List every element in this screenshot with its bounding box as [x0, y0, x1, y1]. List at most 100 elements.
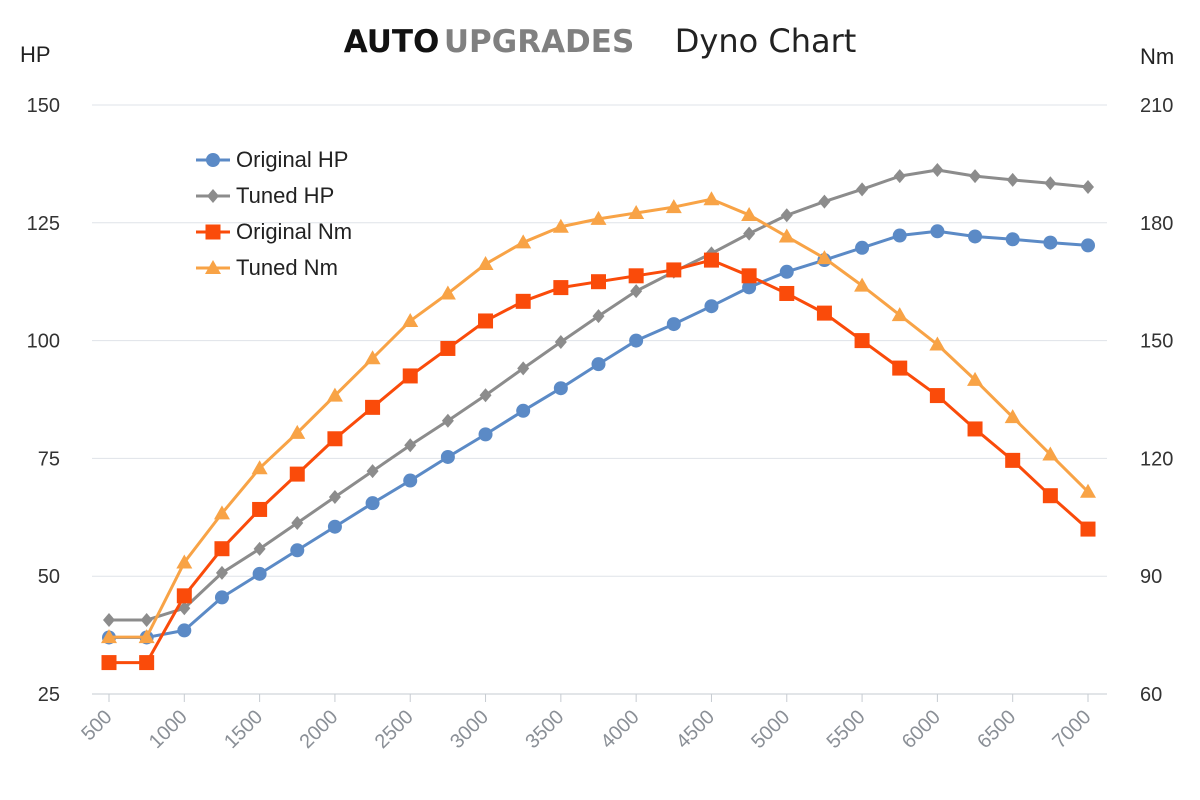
x-tick-label: 5500: [823, 706, 870, 753]
data-point-tuned-hp: [253, 541, 266, 556]
data-point-original-hp: [892, 228, 907, 243]
x-tick-label: 1000: [145, 706, 192, 753]
y-right-tick-label: 150: [1140, 331, 1173, 353]
x-tick-label: 6500: [973, 706, 1020, 753]
legend-marker-original-hp: [196, 153, 230, 167]
data-point-original-nm: [591, 274, 606, 290]
data-point-original-nm: [440, 340, 456, 356]
left-axis-unit: HP: [20, 42, 51, 67]
y-left-tick-label: 125: [27, 213, 60, 235]
data-point-tuned-nm: [703, 191, 720, 206]
legend-item-tuned-nm: Tuned Nm: [196, 250, 352, 286]
data-point-tuned-nm: [402, 312, 419, 327]
data-point-tuned-hp: [780, 208, 793, 223]
data-point-tuned-hp: [969, 169, 982, 184]
legend-item-tuned-hp: Tuned HP: [196, 178, 352, 214]
data-point-original-hp: [403, 473, 418, 488]
data-point-original-hp: [1043, 235, 1058, 250]
legend-marker-tuned-hp: [196, 189, 230, 203]
data-point-tuned-nm: [665, 199, 682, 214]
right-axis-unit: Nm: [1140, 44, 1175, 69]
data-point-original-hp: [214, 590, 229, 605]
data-point-original-nm: [779, 285, 795, 301]
legend-label: Original HP: [236, 147, 349, 172]
data-point-original-hp: [591, 357, 606, 372]
x-tick-label: 1500: [220, 706, 267, 753]
data-point-tuned-hp: [743, 226, 756, 241]
legend-marker-original-nm: [196, 224, 230, 240]
x-tick-label: 7000: [1049, 706, 1096, 753]
data-point-original-nm: [741, 268, 757, 284]
data-point-original-hp: [177, 623, 192, 638]
data-point-tuned-nm: [552, 218, 569, 233]
data-point-original-nm: [892, 360, 908, 376]
chart-title: AUTO UPGRADES Dyno Chart: [0, 22, 1200, 60]
data-point-original-nm: [327, 431, 343, 447]
data-point-tuned-hp: [215, 565, 228, 580]
data-point-original-nm: [1005, 452, 1021, 468]
data-point-tuned-nm: [628, 204, 645, 219]
data-point-tuned-nm: [251, 460, 268, 475]
x-tick-label: 4000: [597, 706, 644, 753]
data-point-tuned-hp: [931, 163, 944, 178]
data-point-tuned-hp: [517, 361, 530, 376]
chart-subtitle: Dyno Chart: [674, 22, 857, 60]
series-group: [101, 163, 1096, 671]
legend-label: Tuned HP: [236, 183, 335, 208]
data-point-original-hp: [516, 403, 531, 418]
data-point-original-nm: [703, 252, 719, 268]
legend-symbol: [205, 224, 221, 240]
data-point-original-hp: [666, 317, 681, 332]
data-point-original-hp: [742, 280, 757, 295]
legend-item-original-hp: Original HP: [196, 142, 352, 178]
data-point-original-nm: [214, 541, 230, 557]
data-point-original-nm: [515, 293, 531, 309]
data-point-tuned-hp: [178, 601, 191, 616]
y-left-tick-label: 100: [27, 331, 60, 353]
data-point-original-hp: [553, 381, 568, 396]
data-point-original-hp: [252, 566, 267, 581]
data-point-tuned-hp: [441, 413, 454, 428]
data-point-tuned-hp: [893, 169, 906, 184]
data-point-tuned-nm: [741, 206, 758, 221]
data-point-tuned-hp: [1082, 179, 1094, 194]
legend-marker-tuned-nm: [196, 260, 230, 274]
data-point-original-hp: [855, 240, 870, 255]
legend-label: Tuned Nm: [236, 255, 338, 280]
legend-label: Original Nm: [236, 219, 353, 244]
data-point-tuned-nm: [967, 371, 984, 386]
data-point-tuned-hp: [1006, 172, 1019, 187]
legend-item-original-nm: Original Nm: [196, 214, 352, 250]
data-point-tuned-hp: [592, 309, 605, 324]
data-point-original-hp: [1005, 232, 1020, 247]
data-point-tuned-nm: [138, 629, 155, 644]
data-point-tuned-nm: [364, 350, 381, 365]
y-left-tick-label: 50: [38, 566, 60, 588]
x-tick-label: 3000: [446, 706, 493, 753]
data-point-original-hp: [1081, 238, 1095, 253]
data-point-tuned-nm: [101, 629, 117, 644]
data-point-original-nm: [101, 655, 117, 671]
data-point-original-nm: [1042, 488, 1058, 504]
data-point-original-hp: [779, 264, 794, 279]
x-tick-label: 2000: [295, 706, 342, 753]
x-tick-label: 500: [77, 706, 116, 745]
legend-symbol: [205, 260, 221, 274]
data-point-original-hp: [290, 543, 305, 558]
data-point-original-nm: [628, 268, 644, 284]
data-point-original-nm: [402, 368, 418, 384]
data-point-tuned-nm: [929, 336, 946, 351]
brand-word-auto: AUTO: [343, 24, 440, 60]
data-point-tuned-nm: [176, 554, 193, 569]
data-point-tuned-nm: [213, 505, 230, 520]
x-tick-label: 2500: [371, 706, 418, 753]
data-point-tuned-nm: [1080, 483, 1096, 498]
legend-symbol: [207, 189, 219, 203]
data-point-original-hp: [478, 427, 493, 442]
data-point-original-nm: [365, 399, 381, 415]
data-point-tuned-hp: [103, 613, 115, 628]
data-point-tuned-nm: [289, 424, 306, 439]
data-point-original-hp: [365, 496, 380, 511]
data-point-tuned-hp: [554, 335, 567, 350]
data-point-original-nm: [553, 280, 569, 296]
